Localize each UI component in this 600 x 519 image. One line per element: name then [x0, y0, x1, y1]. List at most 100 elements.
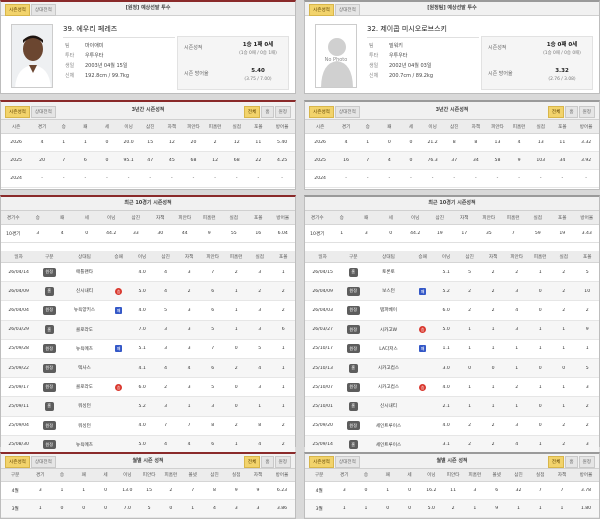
summary-cell: 55 — [230, 231, 237, 236]
table-cell: 시카고컵스 — [377, 366, 400, 372]
table-header: 시즌 경기 승 패 세 이닝 삼진 자책 피안타 피홈런 실점 포볼 방어율 — [305, 120, 599, 134]
table-cell: 26/04/15 — [312, 269, 333, 275]
table-cell: 4 — [258, 442, 262, 448]
table-cell: 콜로라도 — [76, 327, 93, 333]
table-cell: - — [257, 176, 260, 181]
table-cell: 4.1 — [138, 365, 146, 371]
filter-button[interactable]: 홈 — [261, 106, 274, 118]
table-row: 25/09/22 원정 텍사스 4.1 4 4 6 2 4 1 — [1, 359, 295, 379]
table-cell: 9 — [585, 327, 589, 333]
table-cell: LA다저스 — [379, 346, 398, 352]
table-cell: 1 — [468, 384, 472, 390]
tab[interactable]: 상대전적 — [334, 4, 360, 16]
table-row: 2026 4 1 0 0 21.2 8 8 13 4 13 11 3.32 — [305, 134, 599, 152]
filters: 전체 홈 원정 — [243, 106, 291, 118]
table-cell: 0 — [491, 365, 495, 371]
column-header: 자책 — [253, 473, 263, 478]
table-cell: 2 — [585, 307, 589, 313]
tab[interactable]: 시즌성적 — [5, 456, 30, 468]
tab[interactable]: 시즌성적 — [309, 4, 334, 16]
table-cell: 4.0 — [442, 423, 450, 429]
section-title: 월별 시즌 성적 — [436, 458, 468, 464]
section-title: 3년간 시즌성적 — [435, 107, 469, 113]
column-header: 자책 — [167, 124, 177, 130]
table-cell: 7 — [211, 346, 215, 352]
table-cell: 1 — [366, 140, 370, 145]
profile-bar: 시즌성적 상대전적 [원정] 예상선발 투수 — [1, 2, 295, 16]
table-cell: 토론토 — [382, 270, 395, 276]
table-cell: 2 — [562, 442, 566, 448]
table-cell: 45 — [168, 158, 175, 163]
filter-button[interactable]: 전체 — [243, 456, 261, 468]
table-cell: - — [585, 176, 587, 181]
summary-cell: 3 — [364, 231, 368, 236]
table-cell: 승 — [107, 287, 131, 295]
tab[interactable]: 시즌성적 — [5, 106, 30, 118]
tab[interactable]: 상대전적 — [334, 106, 360, 118]
table-cell: 원정 — [36, 382, 62, 392]
table-cell: 1 — [258, 403, 262, 409]
tab[interactable]: 상대전적 — [30, 456, 56, 468]
table-cell: 2025 — [314, 158, 326, 163]
column-header: 실점 — [229, 215, 238, 221]
table-cell: - — [496, 176, 499, 181]
table-cell: 홈 — [36, 325, 62, 335]
column-header: 승패 — [114, 254, 123, 260]
summary-cell: 9 — [207, 231, 211, 236]
filter-button[interactable]: 전체 — [243, 106, 261, 118]
table-cell: 원정 — [36, 267, 62, 277]
tab[interactable]: 상대전적 — [30, 4, 56, 16]
venue-pill: 홈 — [348, 267, 358, 277]
summary-cell: 44.2 — [410, 231, 421, 236]
table-cell: 25/09/28 — [8, 346, 29, 352]
column-header: 경기 — [37, 124, 47, 130]
column-header: 방어율 — [275, 124, 289, 130]
filter-button[interactable]: 홈 — [565, 106, 578, 118]
table-cell: 2 — [491, 307, 495, 313]
table-cell: 홈 — [340, 401, 366, 411]
table-cell: 5.0 — [442, 327, 450, 333]
filter-button[interactable]: 전체 — [547, 456, 565, 468]
table-cell: 2026 — [314, 140, 326, 145]
table-row: 25/10/17 원정 LA다저스 패 1.1 1 1 1 1 1 1 — [305, 340, 599, 359]
table-cell: 20.0 — [123, 140, 134, 145]
column-header: 자책 — [557, 473, 567, 478]
tab[interactable]: 시즌성적 — [309, 456, 334, 468]
column-header: 피홈런 — [512, 124, 526, 130]
table-cell: 1 — [562, 403, 566, 409]
column-header: 실점 — [536, 124, 545, 130]
table-cell: 2 — [468, 423, 472, 429]
column-header: 삼진 — [145, 124, 155, 130]
table-cell: 7.0 — [123, 506, 131, 511]
filter-button[interactable]: 홈 — [565, 456, 578, 468]
tab[interactable]: 시즌성적 — [309, 106, 334, 118]
table-cell: 9 — [517, 158, 521, 163]
filter-button[interactable]: 전체 — [547, 106, 565, 118]
filter-button[interactable]: 홈 — [261, 456, 274, 468]
table-cell: 7 — [560, 488, 564, 493]
table-cell: 3 — [211, 403, 215, 409]
tab[interactable]: 상대전적 — [334, 456, 360, 468]
table-cell: 5.2 — [442, 288, 450, 294]
filter-button[interactable]: 원정 — [578, 106, 595, 118]
tabs: 시즌성적 상대전적 — [309, 106, 360, 118]
column-header: 일자 — [14, 254, 23, 260]
summary-cell: 44 — [181, 231, 188, 236]
table-cell: 2 — [491, 442, 495, 448]
table-cell: 26/04/03 — [312, 307, 333, 313]
table-cell: 1 — [234, 288, 238, 294]
table-cell: 0 — [105, 158, 109, 163]
table-cell: 시카고컵스 — [377, 385, 400, 391]
table-cell: 4 — [344, 140, 348, 145]
table-cell: 세인트루이스 — [375, 442, 402, 448]
column-header: 구분 — [348, 254, 358, 260]
filter-button[interactable]: 원정 — [274, 456, 291, 468]
column-header: 이닝 — [428, 124, 437, 130]
venue-pill: 원정 — [42, 421, 56, 431]
tab[interactable]: 상대전적 — [30, 106, 56, 118]
filter-button[interactable]: 원정 — [274, 106, 291, 118]
table-cell: 2024 — [314, 176, 326, 181]
tab[interactable]: 시즌성적 — [5, 4, 30, 16]
table-cell: 뉴욕메츠 — [76, 346, 93, 352]
filter-button[interactable]: 원정 — [578, 456, 595, 468]
